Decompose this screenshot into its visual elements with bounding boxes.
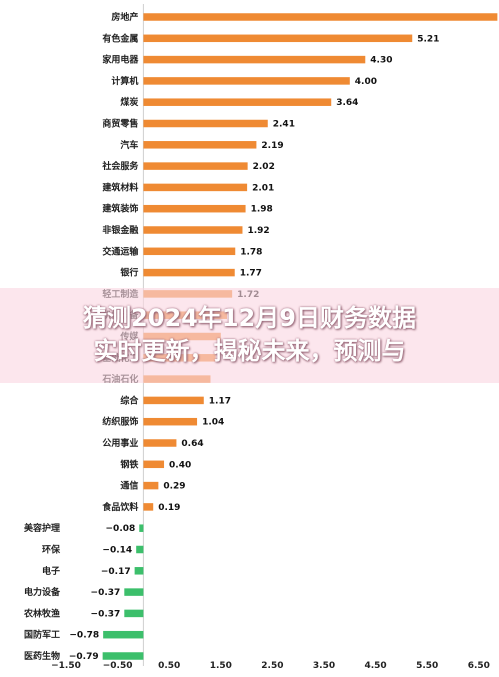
category-label: 公用事业 — [102, 437, 138, 449]
x-tick-label: −1.50 — [51, 661, 81, 671]
data-label: 1.98 — [251, 205, 273, 215]
bar — [143, 77, 350, 85]
category-label: 食品饮料 — [101, 501, 138, 513]
data-label: 4.30 — [370, 56, 392, 66]
category-label: 建筑装饰 — [102, 203, 138, 215]
bar — [143, 34, 413, 43]
data-label: 1.92 — [247, 226, 269, 236]
data-label: −0.79 — [69, 652, 99, 662]
category-label: 房地产 — [111, 11, 138, 23]
data-label: −0.08 — [106, 524, 136, 534]
x-tick-label: −0.50 — [103, 661, 133, 671]
data-label: 1.77 — [240, 269, 262, 279]
x-tick-label: 6.50 — [468, 661, 490, 671]
category-label: 医药生物 — [24, 650, 60, 662]
bar — [143, 417, 198, 426]
data-label: 2.02 — [253, 162, 275, 172]
category-label: 通信 — [120, 480, 138, 492]
category-label: 有色金属 — [102, 32, 138, 44]
category-label: 汽车 — [120, 139, 138, 151]
bar — [143, 119, 268, 128]
headline-overlay: 猜测2024年12月9日财务数据 实时更新，揭秘未来，预测与 — [0, 302, 499, 368]
x-tick-label: 2.50 — [261, 661, 283, 671]
bar — [143, 460, 165, 469]
data-label: 4.00 — [355, 77, 377, 87]
bar — [143, 13, 498, 21]
x-tick-label: 4.50 — [364, 661, 386, 671]
category-label: 交通运输 — [102, 245, 139, 257]
category-label: 社会服务 — [101, 160, 139, 172]
bar — [143, 226, 243, 234]
category-label: 煤炭 — [120, 96, 138, 108]
data-label: 2.41 — [273, 120, 295, 130]
category-label: 家用电器 — [102, 54, 139, 66]
data-label: 1.17 — [209, 396, 231, 406]
category-label: 商贸零售 — [102, 118, 138, 130]
category-label: 建筑材料 — [102, 181, 138, 193]
x-tick-label: 1.50 — [210, 661, 232, 671]
data-label: −0.78 — [69, 631, 99, 641]
category-label: 纺织服饰 — [102, 416, 138, 428]
category-label: 电子 — [42, 565, 60, 577]
bar — [139, 524, 144, 532]
data-label: 1.78 — [240, 247, 262, 257]
bar — [136, 545, 144, 554]
bar — [143, 55, 366, 64]
bar — [134, 567, 144, 575]
data-label: 2.01 — [252, 183, 274, 193]
category-label: 计算机 — [111, 75, 138, 87]
data-label: 5.21 — [417, 34, 439, 44]
category-label: 银行 — [120, 267, 138, 279]
headline-line-1: 猜测2024年12月9日财务数据 — [83, 304, 416, 332]
headline-banner — [0, 288, 499, 383]
data-label: 0.19 — [158, 503, 180, 513]
category-label: 农林牧渔 — [23, 607, 60, 619]
category-label: 国防军工 — [24, 629, 60, 641]
bar — [124, 588, 144, 596]
bar — [143, 481, 159, 490]
data-label: 1.04 — [202, 418, 224, 428]
bar — [143, 183, 248, 192]
data-label: 0.29 — [163, 482, 185, 492]
bar — [102, 652, 144, 660]
bar — [103, 630, 144, 639]
data-label: 0.40 — [169, 460, 191, 470]
bar — [143, 247, 236, 256]
data-label: 0.64 — [181, 439, 203, 449]
category-label: 环保 — [42, 544, 61, 556]
data-label: 2.19 — [261, 141, 283, 151]
category-label: 综合 — [120, 394, 139, 406]
category-label: 美容护理 — [24, 522, 60, 534]
bar — [143, 439, 177, 447]
bar — [143, 98, 332, 106]
bar — [124, 609, 144, 618]
x-tick-label: 0.50 — [158, 661, 180, 671]
data-label: −0.17 — [101, 567, 131, 577]
x-tick-label: 3.50 — [313, 661, 335, 671]
data-label: −0.14 — [102, 546, 132, 556]
category-label: 非银金融 — [102, 224, 138, 236]
bar — [143, 396, 204, 405]
bar — [143, 204, 246, 213]
bar — [143, 503, 154, 511]
category-label: 钢铁 — [120, 458, 138, 470]
bar — [143, 141, 257, 149]
headline-line-2: 实时更新，揭秘未来，预测与 — [93, 337, 406, 365]
data-label: −0.37 — [91, 588, 121, 598]
bar — [143, 162, 248, 170]
bar — [143, 268, 235, 277]
data-label: −0.37 — [91, 609, 121, 619]
x-tick-label: 5.50 — [416, 661, 438, 671]
data-label: 3.64 — [336, 98, 358, 108]
category-label: 电力设备 — [24, 586, 61, 598]
